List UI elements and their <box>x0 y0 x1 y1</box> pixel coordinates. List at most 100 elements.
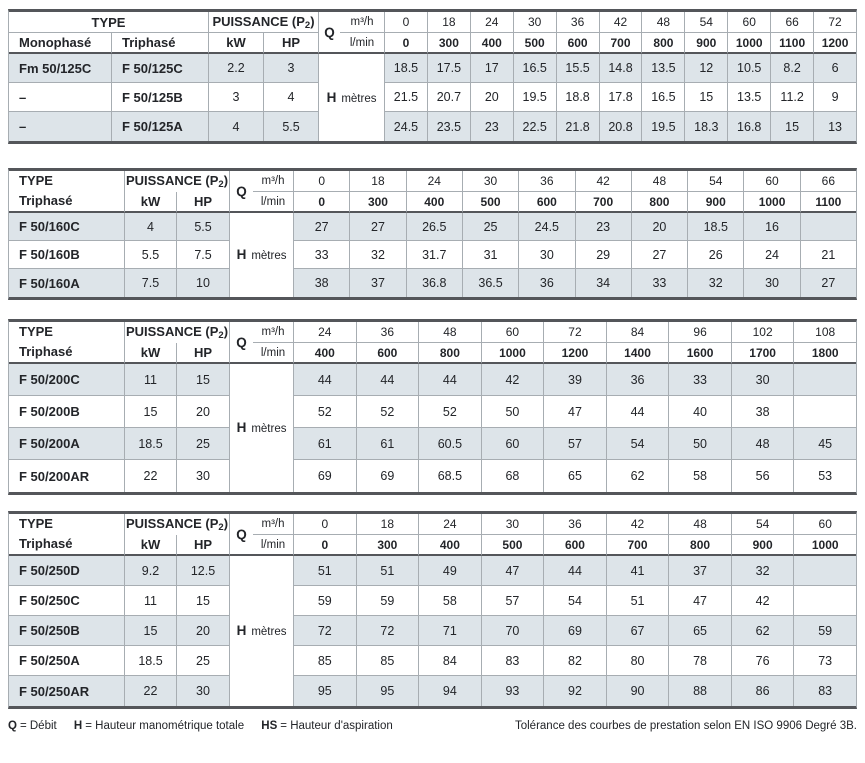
pump-type-cell: F 50/250A <box>9 646 124 676</box>
flow-value-cell: 15 <box>684 83 728 112</box>
kw-cell: 22 <box>124 460 176 492</box>
hp-cell: 25 <box>176 428 230 460</box>
flow-value-cell: 30 <box>743 269 800 297</box>
flow-value-cell: 51 <box>355 556 419 586</box>
flow-value-cell <box>793 556 856 586</box>
kw-header: kW <box>124 192 176 213</box>
flow-value-cell: 15 <box>770 112 814 141</box>
type-subheader-triphase: Triphasé <box>19 344 73 359</box>
flow-value-cell: 61 <box>355 428 419 460</box>
kw-header: kW <box>208 33 263 54</box>
flow-value-cell: 52 <box>355 396 419 428</box>
flow-lmin-value: 800 <box>418 343 481 364</box>
flow-unit-lmin: l/min <box>253 343 294 364</box>
hp-header: HP <box>176 192 230 213</box>
hp-cell: 30 <box>176 460 229 492</box>
flow-value-cell: 17 <box>469 54 513 83</box>
flow-m3h-value: 0 <box>293 514 356 535</box>
flow-value-cell: 37 <box>668 556 731 586</box>
type-header-label: TYPE <box>19 516 53 531</box>
flow-value-cell: 34 <box>574 269 631 297</box>
flow-value-cell: 37 <box>349 269 406 297</box>
flow-m3h-value: 18 <box>349 171 406 192</box>
flow-value-cell: 11.2 <box>770 83 814 112</box>
flow-unit-m3h: m³/h <box>253 171 294 192</box>
legend-text: = Hauteur d'aspiration <box>280 720 393 732</box>
flow-lmin-value: 1100 <box>799 192 856 213</box>
flow-value-cell: 25 <box>461 213 519 241</box>
flow-lmin-value: 1000 <box>743 192 800 213</box>
flow-lmin-value: 800 <box>668 535 731 556</box>
flow-lmin-value: 300 <box>355 535 419 556</box>
power-subscript: 2 <box>218 522 224 533</box>
type-header: TYPE Triphasé <box>9 322 124 364</box>
flow-value-cell: 68.5 <box>418 460 481 492</box>
table-row: F 50/250C 11 15 59 59 58 57 54 51 47 42 <box>9 586 856 616</box>
flow-value-cell: 95 <box>293 676 356 706</box>
flow-value-cell: 52 <box>418 396 481 428</box>
flow-value-cell: 83 <box>793 676 856 706</box>
flow-value-cell: 6 <box>813 54 856 83</box>
power-header-text-end: ) <box>223 173 229 188</box>
pump-type-cell: F 50/200C <box>9 364 124 396</box>
flow-value-cell: 16.8 <box>727 112 771 141</box>
hp-cell: 20 <box>176 616 230 646</box>
flow-value-cell: 82 <box>543 646 606 676</box>
kw-cell: 15 <box>124 616 176 646</box>
flow-value-cell: 73 <box>793 646 856 676</box>
kw-header: kW <box>124 535 176 556</box>
flow-unit-lmin: l/min <box>340 33 385 54</box>
flow-m3h-value: 24 <box>293 322 356 343</box>
flow-value-cell: 30 <box>730 364 794 396</box>
flow-value-cell: 69 <box>293 460 356 492</box>
flow-lmin-value: 600 <box>355 343 419 364</box>
table-row: – F 50/125A 4 5.5 24.5 23.5 23 22.5 21.8 20.8 19.5… <box>9 112 856 141</box>
flow-m3h-value: 66 <box>770 12 814 33</box>
flow-value-cell: 44 <box>605 396 669 428</box>
flow-value-cell: 80 <box>605 646 669 676</box>
kw-cell: 11 <box>124 586 176 616</box>
hp-cell: 4 <box>263 83 319 112</box>
flow-m3h-value: 84 <box>605 322 669 343</box>
flow-lmin-value: 700 <box>574 192 631 213</box>
hp-cell: 25 <box>176 646 230 676</box>
pump-type-cell: F 50/200AR <box>19 468 90 484</box>
flow-m3h-value: 42 <box>598 12 642 33</box>
table-row: F 50/200A 18.5 25 61 61 60.5 60 57 54 50 48 45 <box>9 428 856 460</box>
flow-m3h-value: 60 <box>793 514 856 535</box>
flow-value-cell: 39 <box>543 364 606 396</box>
flow-value-cell: 68 <box>480 460 544 492</box>
flow-lmin-value: 500 <box>512 33 556 54</box>
power-header-text-end: ) <box>223 324 229 339</box>
flow-m3h-value: 0 <box>293 171 350 192</box>
flow-m3h-value: 48 <box>630 171 688 192</box>
flow-value-cell: 27 <box>799 269 856 297</box>
flow-lmin-value: 800 <box>630 192 688 213</box>
flow-value-cell: 83 <box>480 646 544 676</box>
flow-value-cell: 69 <box>543 616 606 646</box>
flow-value-cell: 22.5 <box>512 112 556 141</box>
pump-type-cell: F 50/160C <box>9 213 124 241</box>
pump-type-cell: F 50/125A <box>111 112 208 141</box>
flow-value-cell <box>793 364 856 396</box>
flow-value-cell: 72 <box>293 616 356 646</box>
flow-value-cell: 47 <box>543 396 606 428</box>
flow-value-cell <box>793 586 856 616</box>
flow-value-cell: 10.5 <box>727 54 771 83</box>
q-label: Q <box>229 171 254 213</box>
flow-value-cell: 27 <box>293 213 350 241</box>
q-label: Q <box>318 12 341 54</box>
pump-type-cell: F 50/200A <box>9 428 124 460</box>
flow-value-cell: 95 <box>355 676 419 706</box>
flow-value-cell: 31 <box>461 241 519 269</box>
flow-value-cell: 27 <box>349 213 406 241</box>
flow-lmin-value: 300 <box>426 33 470 54</box>
type-header: TYPE Triphasé <box>9 514 124 556</box>
power-subscript: 2 <box>304 19 311 31</box>
flow-value-cell: 23 <box>469 112 513 141</box>
flow-lmin-value: 1000 <box>793 535 856 556</box>
